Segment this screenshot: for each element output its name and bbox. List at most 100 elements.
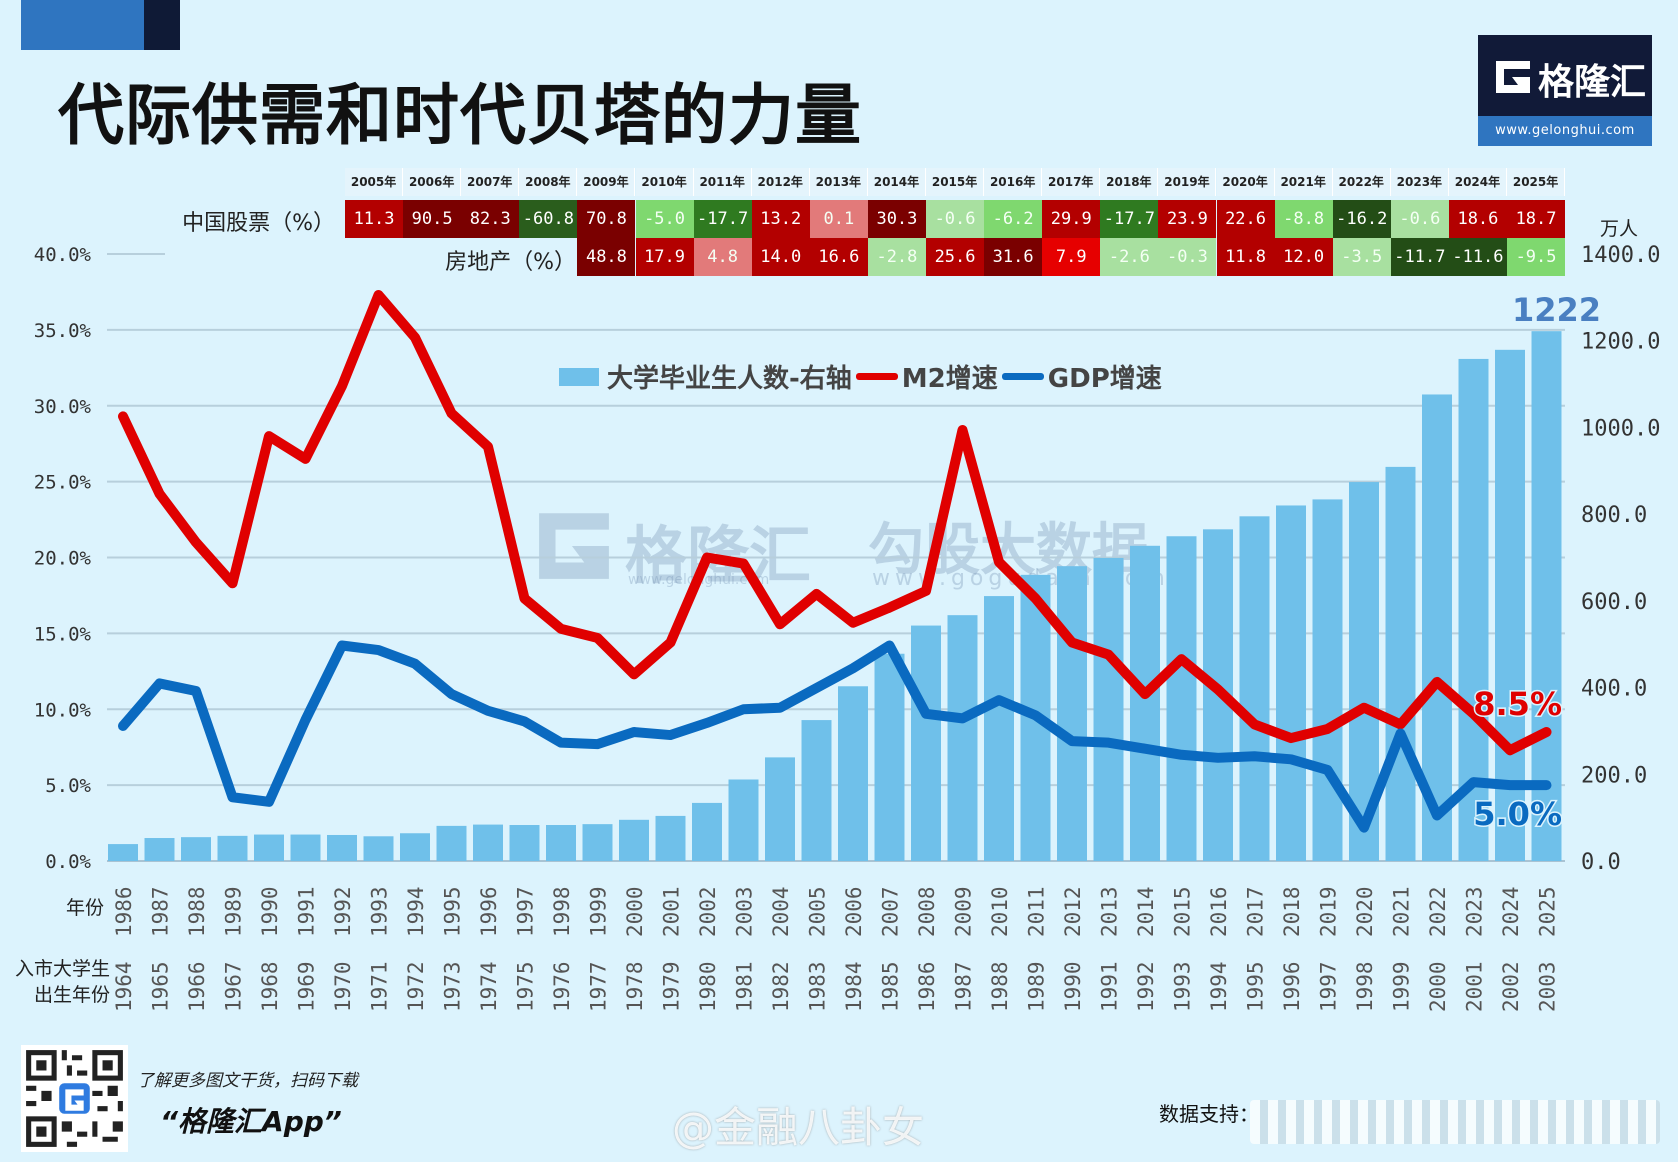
bar-graduates	[400, 833, 430, 861]
bar-graduates	[144, 838, 175, 861]
x-tick-year: 2017	[1244, 886, 1268, 937]
legend-gdp-swatch	[1001, 373, 1044, 380]
corner-accent-dark	[144, 0, 180, 50]
real-estate-cell: 4.8	[693, 238, 752, 276]
bar-graduates	[436, 825, 467, 861]
real-estate-cell: 48.8	[577, 238, 636, 276]
bar-graduates	[911, 625, 941, 861]
stocks-cell: -8.8	[1274, 200, 1333, 238]
stocks-cell: -60.8	[519, 200, 578, 238]
bar-graduates	[473, 824, 503, 861]
x-tick-year: 2016	[1207, 886, 1231, 937]
real-estate-cell: 16.6	[809, 238, 868, 276]
x-tick-birth-year: 1998	[1353, 961, 1377, 1012]
real-estate-cell: -2.6	[1100, 238, 1159, 276]
y-left-tick-label: 25.0%	[34, 472, 92, 494]
real-estate-cell: 11.8	[1216, 238, 1275, 276]
real-estate-cell: 25.6	[926, 238, 985, 276]
x-tick-year: 2024	[1499, 886, 1523, 937]
table-year-header: 2020年	[1216, 168, 1275, 196]
x-tick-year: 2022	[1426, 886, 1450, 937]
real-estate-cell: -2.8	[867, 238, 926, 276]
y-left-tick-label: 0.0%	[45, 851, 91, 873]
x-tick-year: 1987	[149, 886, 173, 937]
table-year-header: 2017年	[1042, 168, 1101, 196]
real-estate-cell: 7.9	[1042, 238, 1101, 276]
bar-graduates	[363, 836, 394, 861]
bar-graduates	[692, 802, 722, 861]
real-estate-cell: -9.5	[1507, 238, 1566, 276]
x-tick-birth-year: 1985	[879, 961, 903, 1012]
bar-graduates	[765, 757, 795, 861]
stocks-cell: -16.2	[1332, 200, 1391, 238]
x-tick-year: 1993	[368, 886, 392, 937]
bar-graduates	[1166, 536, 1197, 861]
x-tick-birth-year: 1983	[806, 961, 830, 1012]
legend-m2: M2增速	[901, 364, 998, 394]
x-tick-year: 2009	[952, 886, 976, 937]
x-tick-birth-year: 1980	[696, 961, 720, 1012]
x-tick-year: 1989	[222, 886, 246, 937]
watermark-g-icon	[535, 505, 613, 599]
x-tick-birth-year: 1964	[112, 961, 136, 1012]
qr-code[interactable]	[21, 1045, 128, 1152]
x-tick-year: 1996	[477, 886, 501, 937]
table-year-header: 2005年	[345, 168, 404, 196]
stocks-cell: -0.6	[926, 200, 985, 238]
table-year-header: 2024年	[1448, 168, 1507, 196]
x-tick-year: 1991	[295, 886, 319, 937]
x-axis-label-birth-year: 入市大学生 出生年份	[14, 956, 110, 1008]
x-tick-birth-year: 1965	[149, 961, 173, 1012]
table-year-header: 2015年	[926, 168, 985, 196]
x-tick-birth-year: 1989	[1025, 961, 1049, 1012]
y-left-tick-label: 35.0%	[34, 320, 92, 342]
x-tick-birth-year: 1973	[441, 961, 465, 1012]
birth-label-line2: 出生年份	[33, 984, 110, 1006]
bar-graduates	[290, 834, 321, 861]
x-tick-year: 1998	[550, 886, 574, 937]
real-estate-cell: -11.6	[1448, 238, 1507, 276]
y-left-tick-label: 40.0%	[34, 244, 92, 266]
x-tick-year: 2008	[915, 886, 939, 937]
x-tick-year: 2013	[1098, 886, 1122, 937]
birth-label-line1: 入市大学生	[14, 958, 110, 980]
table-year-header: 2006年	[403, 168, 462, 196]
legend-bar-swatch	[559, 367, 599, 386]
x-tick-birth-year: 1972	[404, 961, 428, 1012]
app-name[interactable]: “格隆汇App”	[160, 1105, 342, 1138]
stocks-cell: 82.3	[461, 200, 520, 238]
x-tick-birth-year: 1966	[185, 961, 209, 1012]
x-tick-year: 2011	[1025, 886, 1049, 937]
x-tick-year: 1999	[587, 886, 611, 937]
x-tick-year: 2020	[1353, 886, 1377, 937]
x-tick-year: 2015	[1171, 886, 1195, 937]
x-tick-year: 2014	[1134, 886, 1158, 937]
bar-graduates	[874, 653, 905, 861]
real-estate-cell: 17.9	[635, 238, 694, 276]
x-tick-year: 2001	[660, 886, 684, 937]
table-year-header: 2014年	[867, 168, 926, 196]
x-tick-year: 2006	[842, 886, 866, 937]
x-tick-birth-year: 1997	[1317, 961, 1341, 1012]
table-year-header: 2018年	[1100, 168, 1159, 196]
bar-graduates	[1093, 557, 1124, 861]
x-tick-year: 2018	[1280, 886, 1304, 937]
bar-graduates	[1385, 466, 1416, 861]
table-year-header: 2016年	[984, 168, 1043, 196]
stocks-cell: 0.1	[809, 200, 868, 238]
x-tick-birth-year: 1992	[1134, 961, 1158, 1012]
x-tick-year: 1990	[258, 886, 282, 937]
page-title: 代际供需和时代贝塔的力量	[58, 77, 862, 154]
x-tick-birth-year: 1988	[988, 961, 1012, 1012]
stocks-cell: 23.9	[1158, 200, 1217, 238]
y-right-tick-label: 0.0	[1581, 850, 1621, 875]
bar-graduates	[1057, 566, 1087, 861]
x-tick-birth-year: 1984	[842, 961, 866, 1012]
legend: 大学毕业生人数-右轴 M2增速 GDP增速	[559, 358, 1162, 395]
bar-graduates	[181, 837, 211, 861]
stocks-cell: 18.6	[1448, 200, 1507, 238]
x-axis-label-year: 年份	[66, 897, 105, 919]
real-estate-cell: 12.0	[1274, 238, 1333, 276]
bar-graduates	[984, 596, 1014, 861]
